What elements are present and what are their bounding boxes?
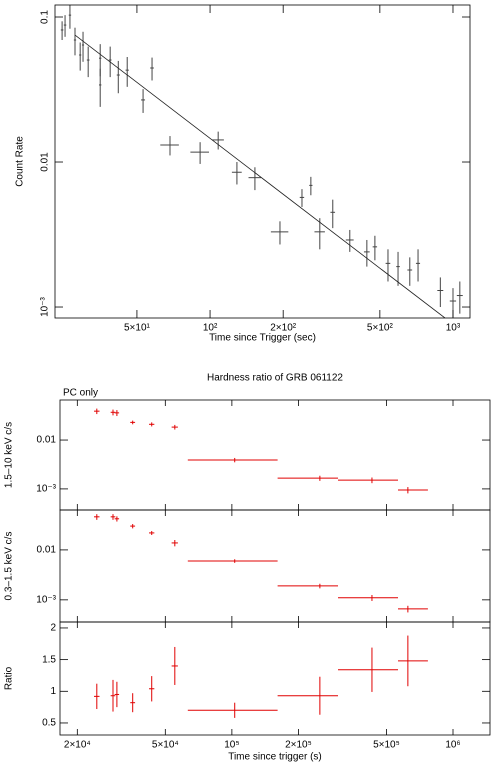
x-axis-label: Time since Trigger (sec) (209, 333, 316, 344)
x-tick-label: 5×10¹ (124, 323, 151, 334)
data-group (94, 635, 428, 718)
y-tick-label: 2 (50, 623, 56, 634)
data-group (60, 5, 463, 318)
x-axis-label: Time since trigger (s) (228, 752, 322, 763)
y-tick-label: 0.01 (40, 152, 51, 172)
y-tick-label: 0.5 (42, 718, 56, 729)
x-tick-label: 2×10⁴ (64, 740, 91, 751)
y-tick-label: 10⁻³ (36, 484, 56, 495)
x-tick-label: 2×10² (270, 323, 297, 334)
y-axis-label: 0.3–1.5 keV c/s (4, 532, 15, 601)
y-tick-label: 0.1 (40, 10, 51, 24)
y-tick-label: 10⁻³ (36, 594, 56, 605)
x-tick-label: 5×10⁵ (373, 740, 400, 751)
x-tick-label: 10² (203, 323, 218, 334)
plot-frame (54, 4, 471, 319)
plot-frame (59, 509, 491, 623)
y-tick-label: 1 (50, 686, 56, 697)
plot-frame (59, 399, 491, 511)
x-tick-label: 2×10⁵ (285, 740, 312, 751)
y-tick-label: 0.01 (37, 435, 57, 446)
plot-frame (59, 621, 491, 736)
y-axis-label: Count Rate (15, 136, 26, 187)
data-group (94, 408, 428, 494)
y-axis-label: 1.5–10 keV c/s (4, 422, 15, 488)
model-line (74, 34, 446, 318)
y-tick-label: 10⁻³ (40, 296, 51, 316)
x-tick-label: 10⁵ (224, 740, 239, 751)
x-tick-label: 5×10² (367, 323, 394, 334)
y-axis-label: Ratio (4, 666, 15, 690)
y-tick-label: 0.01 (37, 545, 57, 556)
chart-title: Hardness ratio of GRB 061122 (207, 373, 343, 384)
y-tick-label: 1.5 (42, 654, 56, 665)
x-tick-label: 10³ (446, 323, 461, 334)
annotation: PC only (63, 388, 98, 399)
data-group (94, 514, 428, 613)
x-tick-label: 10⁶ (445, 740, 460, 751)
x-tick-label: 5×10⁴ (152, 740, 179, 751)
